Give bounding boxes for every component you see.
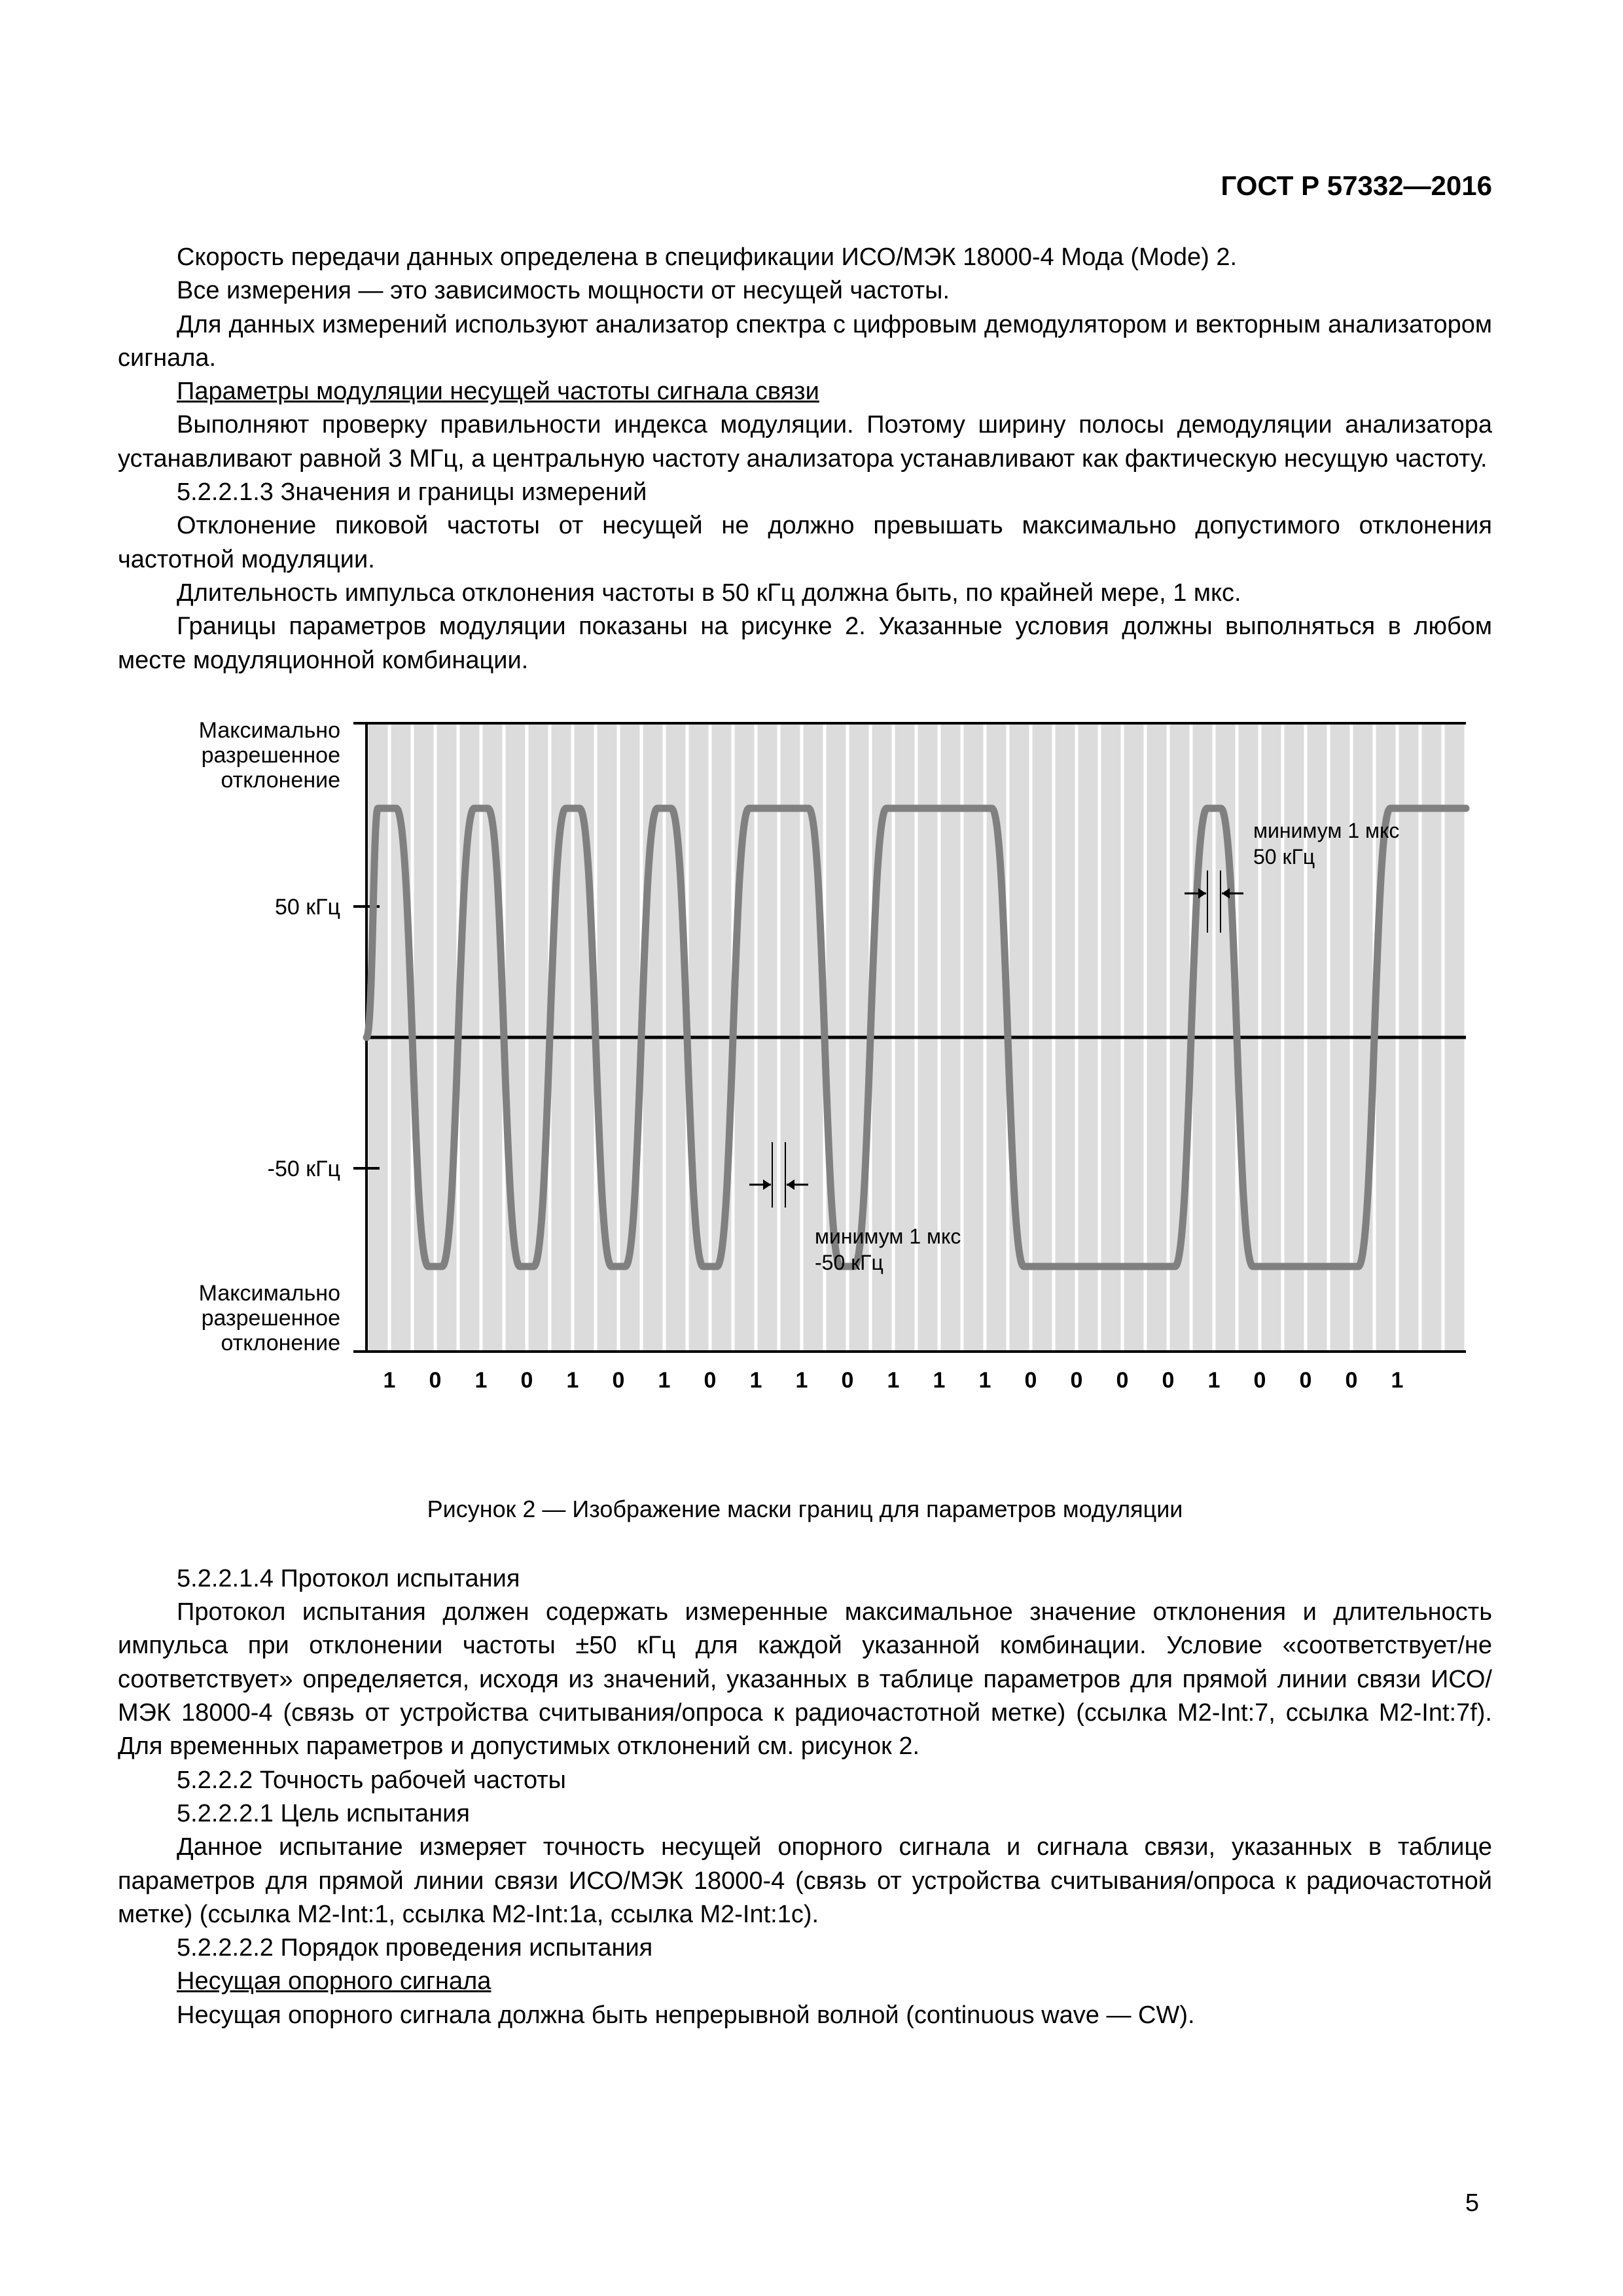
svg-text:разрешенное: разрешенное: [202, 1306, 340, 1331]
para-11: Протокол испытания должен содержать изме…: [118, 1596, 1492, 1763]
para-17: Несущая опорного сигнала должна быть неп…: [118, 1999, 1492, 2032]
svg-text:0: 0: [1071, 1368, 1083, 1393]
para-16-text: Несущая опорного сигнала: [177, 1967, 491, 1995]
svg-text:Максимально: Максимально: [199, 1281, 340, 1306]
svg-text:Максимально: Максимально: [199, 718, 340, 743]
svg-text:1: 1: [1208, 1368, 1221, 1393]
svg-text:0: 0: [1346, 1368, 1358, 1393]
svg-text:1: 1: [475, 1368, 488, 1393]
svg-text:1: 1: [933, 1368, 946, 1393]
para-15: 5.2.2.2.2 Порядок проведения испытания: [118, 1931, 1492, 1965]
svg-text:1: 1: [796, 1368, 808, 1393]
doc-header: ГОСТ Р 57332—2016: [118, 170, 1492, 202]
svg-text:1: 1: [658, 1368, 671, 1393]
svg-text:-50 кГц: -50 кГц: [815, 1251, 883, 1274]
para-6: 5.2.2.1.3 Значения и границы измерений: [118, 476, 1492, 509]
svg-text:50 кГц: 50 кГц: [275, 895, 340, 920]
para-4: Параметры модуляции несущей частоты сигн…: [118, 375, 1492, 408]
para-8: Длительность импульса отклонения частоты…: [118, 577, 1492, 610]
para-5: Выполняют проверку правильности индекса …: [118, 408, 1492, 476]
svg-text:0: 0: [1254, 1368, 1266, 1393]
svg-text:1: 1: [750, 1368, 762, 1393]
body-text-block: Скорость передачи данных определена в сп…: [118, 241, 1492, 677]
svg-text:отклонение: отклонение: [221, 1331, 340, 1355]
body-text-block-2: 5.2.2.1.4 Протокол испытания Протокол ис…: [118, 1562, 1492, 2032]
svg-text:минимум 1 мкс: минимум 1 мкс: [1253, 819, 1399, 842]
para-13: 5.2.2.2.1 Цель испытания: [118, 1797, 1492, 1831]
svg-text:1: 1: [567, 1368, 579, 1393]
svg-text:минимум 1 мкс: минимум 1 мкс: [815, 1225, 961, 1248]
figure-2-caption: Рисунок 2 — Изображение маски границ для…: [118, 1496, 1492, 1523]
para-12: 5.2.2.2 Точность рабочей частоты: [118, 1764, 1492, 1797]
para-7: Отклонение пиковой частоты от несущей не…: [118, 509, 1492, 577]
svg-text:-50 кГц: -50 кГц: [268, 1157, 340, 1181]
svg-text:0: 0: [1162, 1368, 1175, 1393]
figure-2: Максимальноразрешенноеотклонение50 кГц-5…: [118, 710, 1492, 1469]
para-14: Данное испытание измеряет точность несущ…: [118, 1831, 1492, 1931]
para-9: Границы параметров модуляции показаны на…: [118, 610, 1492, 677]
svg-text:0: 0: [613, 1368, 625, 1393]
para-10: 5.2.2.1.4 Протокол испытания: [118, 1562, 1492, 1596]
svg-text:разрешенное: разрешенное: [202, 743, 340, 768]
para-16: Несущая опорного сигнала: [118, 1965, 1492, 1998]
svg-text:0: 0: [429, 1368, 442, 1393]
svg-text:0: 0: [1116, 1368, 1129, 1393]
svg-text:0: 0: [521, 1368, 533, 1393]
para-4-text: Параметры модуляции несущей частоты сигн…: [177, 378, 819, 405]
para-2: Все измерения — это зависимость мощности…: [118, 274, 1492, 308]
svg-text:0: 0: [842, 1368, 854, 1393]
para-1: Скорость передачи данных определена в сп…: [118, 241, 1492, 274]
svg-text:0: 0: [1025, 1368, 1037, 1393]
svg-text:1: 1: [887, 1368, 900, 1393]
svg-text:отклонение: отклонение: [221, 768, 340, 793]
modulation-mask-chart: Максимальноразрешенноеотклонение50 кГц-5…: [131, 710, 1479, 1469]
svg-text:50 кГц: 50 кГц: [1253, 845, 1315, 869]
svg-text:1: 1: [979, 1368, 991, 1393]
svg-text:0: 0: [1300, 1368, 1312, 1393]
svg-text:1: 1: [1391, 1368, 1404, 1393]
page-number: 5: [1465, 2189, 1479, 2217]
svg-text:1: 1: [383, 1368, 396, 1393]
para-3: Для данных измерений используют анализат…: [118, 308, 1492, 376]
svg-text:0: 0: [704, 1368, 717, 1393]
